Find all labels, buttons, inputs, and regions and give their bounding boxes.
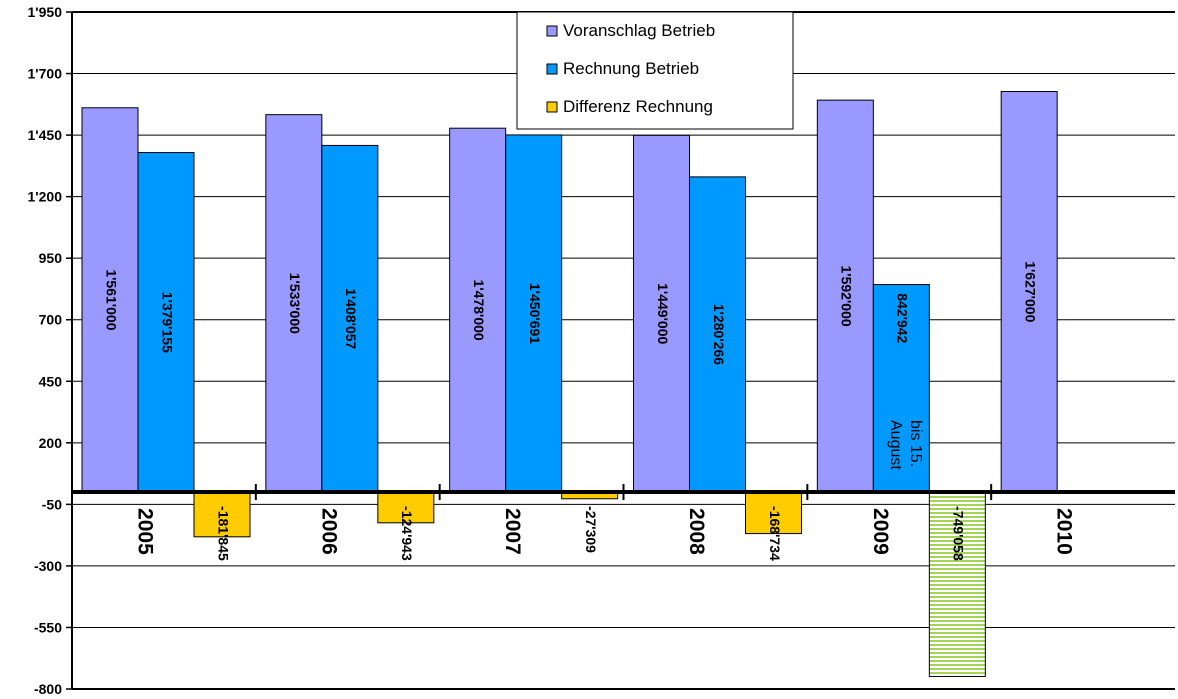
legend-swatch bbox=[546, 25, 558, 37]
data-label: 1'533'000 bbox=[287, 273, 303, 334]
bar-voranschlag-betrieb-2005 bbox=[81, 107, 139, 493]
bar-differenz-rechnung-2008 bbox=[745, 491, 802, 535]
data-label: 1'478'000 bbox=[471, 280, 487, 341]
data-label: 1'627'000 bbox=[1022, 261, 1038, 322]
legend-label: Rechnung Betrieb bbox=[563, 59, 699, 78]
bar-rechnung-betrieb-2008 bbox=[689, 176, 746, 493]
bar-rechnung-betrieb-2005 bbox=[137, 152, 195, 493]
data-label: 1'379'155 bbox=[159, 292, 175, 353]
legend-label: Differenz Rechnung bbox=[563, 97, 713, 116]
y-tick-label: -800 bbox=[34, 681, 62, 697]
bar-rechnung-betrieb-2007 bbox=[505, 134, 563, 493]
x-category-label: 2008 bbox=[685, 508, 708, 555]
x-category-label: 2009 bbox=[869, 508, 892, 555]
data-label: 1'408'057 bbox=[343, 288, 359, 349]
data-label: 1'561'000 bbox=[103, 269, 119, 330]
data-labels: 1'561'000 1'379'155 -181'845 2005 1'533'000 1… bbox=[103, 261, 1075, 561]
bar-voranschlag-betrieb-2010 bbox=[1000, 91, 1058, 493]
legend-swatch bbox=[546, 101, 558, 113]
annotation-label: August bbox=[887, 420, 904, 470]
data-label: -124'943 bbox=[399, 506, 415, 561]
bar-voranschlag-betrieb-2008 bbox=[633, 134, 690, 493]
y-tick-label: 1'950 bbox=[28, 4, 63, 20]
x-category-label: 2010 bbox=[1053, 508, 1076, 555]
y-tick-label: 200 bbox=[39, 435, 63, 451]
y-tick-label: 1'450 bbox=[28, 127, 63, 143]
legend-label: Voranschlag Betrieb bbox=[563, 21, 715, 40]
data-label: 1'449'000 bbox=[655, 283, 671, 344]
data-label: -181'845 bbox=[215, 506, 231, 561]
y-tick-label: -300 bbox=[34, 558, 62, 574]
bars bbox=[81, 91, 1058, 677]
x-category-label: 2007 bbox=[501, 508, 524, 555]
y-tick-label: 1'200 bbox=[28, 189, 63, 205]
legend-box bbox=[516, 11, 794, 130]
data-label: 1'450'691 bbox=[527, 283, 543, 344]
y-tick-label: 450 bbox=[39, 373, 63, 389]
bar-rechnung-betrieb-2009 bbox=[872, 284, 930, 493]
data-label: 1'592'000 bbox=[839, 266, 855, 327]
y-tick-label: 950 bbox=[39, 250, 63, 266]
y-tick-label: -550 bbox=[34, 619, 62, 635]
y-tick-label: 700 bbox=[39, 312, 63, 328]
bar-voranschlag-betrieb-2007 bbox=[449, 127, 507, 493]
legend: Voranschlag Betrieb Rechnung Betrieb Diffe… bbox=[516, 11, 794, 130]
legend-swatch bbox=[546, 63, 558, 75]
y-axis-ticks: 1'950 1'700 1'450 1'200 950 700 450 200 -50 -300 -… bbox=[28, 4, 72, 697]
y-tick-label: 1'700 bbox=[28, 66, 63, 82]
annotation-label: bis 15. bbox=[907, 420, 924, 467]
x-category-label: 2006 bbox=[317, 508, 340, 555]
data-label: -27'309 bbox=[583, 506, 599, 553]
y-tick-label: -50 bbox=[42, 496, 62, 512]
data-label: 842'942 bbox=[895, 293, 911, 343]
bar-differenz-rechnung-2009 bbox=[928, 491, 986, 677]
data-label: -168'734 bbox=[767, 506, 783, 561]
x-category-label: 2005 bbox=[133, 508, 156, 555]
data-label: -749'058 bbox=[951, 506, 967, 561]
data-label: 1'280'266 bbox=[711, 304, 727, 365]
bar-rechnung-betrieb-2006 bbox=[321, 144, 379, 493]
bar-voranschlag-betrieb-2006 bbox=[265, 114, 323, 493]
